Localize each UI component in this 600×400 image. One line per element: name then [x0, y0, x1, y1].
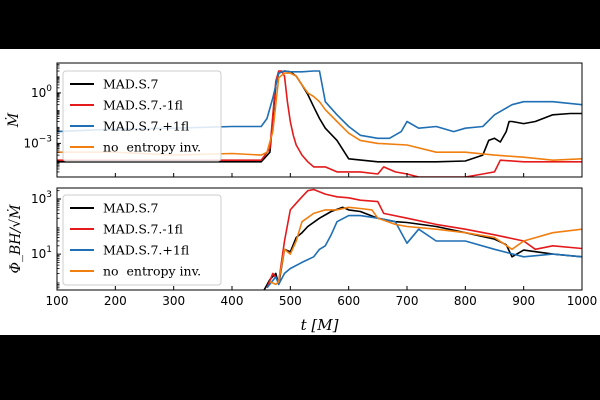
x-tick-label: 400: [221, 294, 244, 308]
x-tick-label: 300: [162, 294, 185, 308]
legend-label-mad-s-7-1fl: MAD.S.7.-1fl: [103, 98, 183, 113]
legend-label-no-entropy-inv: no entropy inv.: [103, 264, 201, 279]
y-axis-label: Ṁ: [4, 112, 22, 128]
x-tick-label: 100: [46, 294, 69, 308]
x-tick-label: 800: [454, 294, 477, 308]
top-panel: 100 10−3Ṁ MAD.S.7 MAD.S.7.-1fl MAD.S.7.+1fl n…: [4, 62, 583, 178]
y-tick-label: 100: [31, 84, 52, 100]
plot-frame: [56, 62, 583, 178]
legend-label-mad-s-7-1fl: MAD.S.7.-1fl: [103, 222, 183, 237]
legend-label-mad-s-7: MAD.S.7: [103, 77, 158, 92]
legend-label-mad-s-7-1fl: MAD.S.7.+1fl: [103, 119, 189, 134]
x-tick-label: 500: [279, 294, 302, 308]
x-tick-label: 600: [337, 294, 360, 308]
figure: 100 10−3 Ṁ MAD.S.7 MAD.S.7.-1fl MAD.S.7.+1fl n…: [0, 49, 600, 335]
series-line-mad-s-7-1fl: [266, 188, 582, 289]
legend-label-mad-s-7: MAD.S.7: [103, 201, 158, 216]
series-line-mad-s-7-1fl: [266, 214, 582, 289]
x-tick-label: 700: [396, 294, 419, 308]
y-axis-label: Φ_BH/√Ṁ: [6, 204, 24, 274]
series-line-no-entropy-inv: [269, 206, 582, 286]
plot-frame: [56, 187, 583, 291]
y-tick-label: 103: [31, 190, 52, 206]
x-tick-label: 900: [512, 294, 535, 308]
x-tick-label: 200: [104, 294, 127, 308]
legend-label-no-entropy-inv: no entropy inv.: [103, 140, 201, 155]
legend: MAD.S.7 MAD.S.7.-1fl MAD.S.7.+1fl no entrop…: [62, 70, 222, 162]
legend: MAD.S.7 MAD.S.7.-1fl MAD.S.7.+1fl no entrop…: [62, 194, 222, 286]
y-tick-label: 101: [31, 245, 52, 261]
legend-label-mad-s-7-1fl: MAD.S.7.+1fl: [103, 243, 189, 258]
y-tick-label: 10−3: [23, 134, 52, 150]
x-tick-label: 1000: [567, 294, 598, 308]
series-line-mad-s-7-1fl: [57, 70, 582, 177]
bottom-panel: 103 101 100 200 300 400 500 600 700 800 900 1000 Φ_B…: [6, 187, 598, 334]
series-line-no-entropy-inv: [57, 72, 582, 161]
x-axis-label: t [M]: [301, 316, 339, 334]
series-line-mad-s-7-1fl: [57, 70, 582, 140]
chart-figure: 100 10−3Ṁ MAD.S.7 MAD.S.7.-1fl MAD.S.7.+1fl n…: [4, 62, 598, 334]
